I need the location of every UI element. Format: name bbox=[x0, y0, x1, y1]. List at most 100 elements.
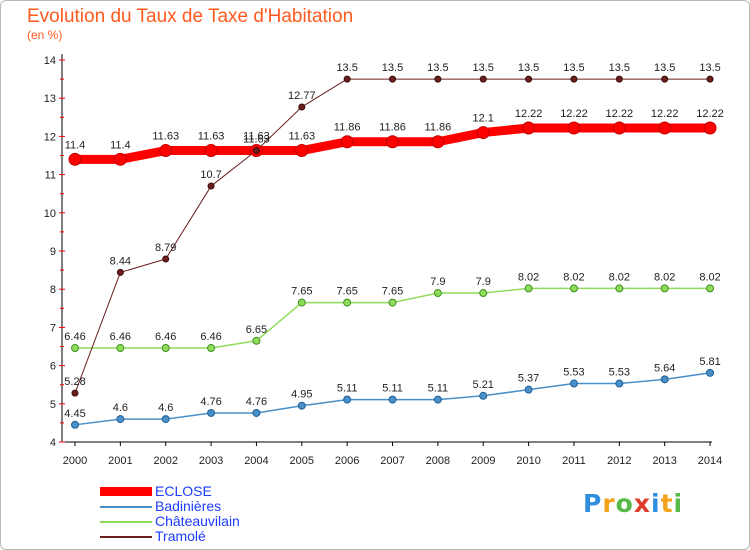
data-point bbox=[479, 289, 488, 298]
data-label: 13.5 bbox=[427, 62, 448, 74]
legend-label: Badinières bbox=[155, 498, 222, 514]
x-tick-label: 2007 bbox=[380, 455, 404, 467]
data-label: 8.02 bbox=[654, 271, 675, 283]
data-label: 7.9 bbox=[430, 276, 445, 288]
legend-label: Tramolé bbox=[155, 528, 206, 544]
data-point bbox=[706, 368, 715, 377]
data-point bbox=[343, 395, 352, 404]
data-point bbox=[479, 75, 487, 83]
data-point bbox=[207, 408, 216, 417]
data-label: 12.1 bbox=[473, 113, 494, 125]
data-label: 8.44 bbox=[110, 255, 131, 267]
y-tick-label: 13 bbox=[44, 93, 56, 105]
data-point bbox=[706, 75, 714, 83]
data-label: 13.5 bbox=[518, 62, 539, 74]
data-point bbox=[524, 284, 533, 293]
data-label: 11.86 bbox=[379, 122, 406, 134]
data-point bbox=[570, 75, 578, 83]
x-tick-label: 2009 bbox=[471, 455, 495, 467]
legend-swatch-eclose bbox=[100, 487, 152, 496]
data-label: 11.4 bbox=[65, 139, 86, 151]
x-tick-label: 2002 bbox=[153, 455, 177, 467]
data-label: 11.86 bbox=[425, 122, 452, 134]
logo-letter: o bbox=[615, 489, 634, 518]
data-label: 7.9 bbox=[476, 276, 491, 288]
x-tick-label: 2013 bbox=[652, 455, 676, 467]
data-point bbox=[252, 147, 260, 155]
tick-labels: 4 5 6 7 8 9 10 11 12 13 14 2000 2001 2002 2003 2004 2005… bbox=[44, 55, 723, 467]
data-point bbox=[569, 284, 578, 293]
data-point bbox=[433, 395, 442, 404]
data-label: 6.46 bbox=[110, 331, 131, 343]
data-point bbox=[522, 121, 536, 135]
data-point bbox=[71, 389, 79, 397]
x-tick-label: 2012 bbox=[607, 455, 631, 467]
data-label: 7.65 bbox=[382, 286, 403, 298]
data-label: 4.6 bbox=[158, 402, 173, 414]
data-label: 4.76 bbox=[200, 396, 221, 408]
data-label: 13.5 bbox=[336, 62, 357, 74]
x-tick-label: 2008 bbox=[426, 455, 450, 467]
data-point bbox=[252, 336, 261, 345]
data-point bbox=[204, 144, 218, 158]
data-point bbox=[207, 344, 216, 353]
data-label: 11.4 bbox=[110, 139, 131, 151]
data-points bbox=[68, 75, 717, 429]
data-label: 12.22 bbox=[515, 108, 543, 120]
data-point bbox=[524, 385, 533, 394]
data-label: 4.6 bbox=[113, 402, 128, 414]
data-label: 5.11 bbox=[382, 383, 403, 395]
data-point bbox=[706, 284, 715, 293]
unit-label: (en %) bbox=[27, 28, 63, 42]
data-label: 12.22 bbox=[560, 108, 588, 120]
data-label: 8.02 bbox=[518, 271, 539, 283]
x-tick-label: 2005 bbox=[290, 455, 314, 467]
data-label: 5.21 bbox=[473, 379, 494, 391]
data-label: 5.11 bbox=[337, 383, 358, 395]
data-label: 10.7 bbox=[200, 169, 221, 181]
legend-label: Châteauvilain bbox=[155, 513, 240, 529]
data-label: 8.79 bbox=[155, 242, 176, 254]
data-label: 12.22 bbox=[651, 108, 679, 120]
data-label: 4.76 bbox=[246, 396, 267, 408]
logo-letter: P bbox=[583, 489, 603, 518]
data-point bbox=[658, 121, 672, 135]
data-point bbox=[615, 379, 624, 388]
data-label: 4.95 bbox=[291, 389, 312, 401]
data-labels: 11.4 11.4 11.63 11.63 11.63 11.63 11.86 11.86 11… bbox=[64, 62, 724, 420]
legend-swatch-tramole bbox=[100, 536, 152, 538]
x-tick-label: 2014 bbox=[698, 455, 722, 467]
data-point bbox=[479, 391, 488, 400]
data-point bbox=[295, 144, 309, 158]
y-tick-label: 10 bbox=[44, 208, 56, 220]
data-label: 12.77 bbox=[288, 90, 316, 102]
data-point bbox=[71, 344, 79, 353]
data-point bbox=[116, 415, 125, 424]
data-point bbox=[68, 152, 82, 166]
x-tick-label: 2010 bbox=[516, 455, 540, 467]
data-label: 5.81 bbox=[699, 356, 720, 368]
data-label: 8.02 bbox=[609, 271, 630, 283]
data-point bbox=[116, 268, 124, 276]
logo-letter: i bbox=[651, 489, 661, 518]
data-label: 5.11 bbox=[428, 383, 449, 395]
legend-swatch-chateauvilain bbox=[100, 521, 152, 523]
data-label: 11.63 bbox=[198, 131, 225, 143]
data-label: 11.63 bbox=[152, 131, 179, 143]
data-point bbox=[116, 344, 125, 353]
data-label: 6.46 bbox=[155, 331, 176, 343]
data-point bbox=[113, 152, 127, 166]
data-label: 11.63 bbox=[288, 131, 315, 143]
axes bbox=[59, 54, 712, 446]
data-point bbox=[569, 379, 578, 388]
y-tick-label: 14 bbox=[44, 55, 56, 67]
y-tick-label: 5 bbox=[50, 399, 56, 411]
y-tick-label: 6 bbox=[50, 361, 56, 373]
data-point bbox=[340, 135, 354, 149]
x-tick-label: 2004 bbox=[244, 455, 268, 467]
data-label: 12.22 bbox=[696, 108, 724, 120]
logo-letter: i bbox=[673, 489, 684, 518]
data-point bbox=[476, 126, 490, 140]
data-point bbox=[434, 75, 442, 83]
